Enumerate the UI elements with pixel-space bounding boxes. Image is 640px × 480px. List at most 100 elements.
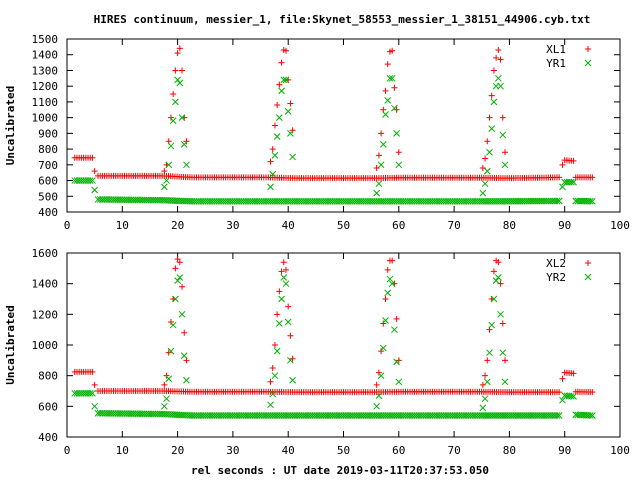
x-axis-label: rel seconds : UT date 2019-03-11T20:37:5… xyxy=(191,464,489,477)
y-tick-label: 1000 xyxy=(32,339,59,352)
data-point xyxy=(570,157,577,164)
data-point xyxy=(482,372,489,379)
chart-title: HIRES continuum, messier_1, file:Skynet_… xyxy=(94,13,591,26)
data-point xyxy=(176,259,183,266)
data-point xyxy=(284,318,292,326)
data-point xyxy=(183,376,190,384)
x-tick-label: 90 xyxy=(558,444,571,457)
plot-frame xyxy=(66,252,621,438)
data-point xyxy=(275,114,283,121)
data-point xyxy=(282,76,290,84)
data-point xyxy=(479,164,486,171)
data-point xyxy=(267,401,274,409)
data-point xyxy=(373,381,380,388)
data-point xyxy=(382,87,389,94)
data-point xyxy=(172,67,179,74)
data-point xyxy=(180,352,188,360)
data-point xyxy=(267,183,274,191)
data-point xyxy=(555,412,563,419)
data-point xyxy=(388,280,396,288)
data-point xyxy=(172,265,179,272)
data-point xyxy=(267,378,274,385)
data-point xyxy=(589,389,596,396)
x-tick-label: 0 xyxy=(64,219,71,232)
data-point xyxy=(499,131,507,139)
x-tick-label: 0 xyxy=(64,444,71,457)
data-point xyxy=(282,280,290,288)
data-point xyxy=(488,125,496,132)
data-point xyxy=(384,289,392,297)
data-point xyxy=(274,102,281,109)
data-point xyxy=(373,189,381,197)
data-point xyxy=(382,317,389,324)
data-point xyxy=(178,114,186,121)
data-point xyxy=(493,54,500,61)
data-point xyxy=(484,357,491,364)
data-point xyxy=(167,114,174,121)
data-point xyxy=(384,61,391,68)
series-yr1 xyxy=(71,74,596,205)
data-point xyxy=(86,177,94,184)
data-point xyxy=(280,259,287,266)
data-point xyxy=(380,320,387,327)
y-axis-label: Uncalibrated xyxy=(4,305,17,384)
data-point xyxy=(284,107,292,115)
y-tick-label: 600 xyxy=(38,400,58,413)
data-point xyxy=(488,92,495,99)
y-tick-label: 1200 xyxy=(32,80,59,93)
x-tick-label: 20 xyxy=(171,444,184,457)
data-point xyxy=(271,122,278,129)
data-point xyxy=(377,372,385,380)
data-point xyxy=(278,59,285,66)
x-tick-label: 40 xyxy=(282,444,295,457)
data-point xyxy=(488,321,496,329)
data-point xyxy=(490,295,498,303)
data-point xyxy=(391,84,398,91)
legend-label: XL2 xyxy=(546,257,566,270)
data-point xyxy=(278,268,285,275)
data-point xyxy=(497,56,504,63)
data-point xyxy=(479,381,486,388)
panel-2: 400 600 800 1000 1200 1400 1600 0 10 20 30 40 50 60 70… xyxy=(4,247,630,457)
data-point xyxy=(161,168,168,175)
y-tick-label: 400 xyxy=(38,431,58,444)
data-point xyxy=(556,389,563,396)
data-point xyxy=(389,257,396,264)
legend-label: YR2 xyxy=(546,271,566,284)
data-point xyxy=(89,154,96,161)
data-point xyxy=(555,197,563,205)
series-xl2 xyxy=(71,256,596,396)
data-point xyxy=(567,392,575,400)
data-point xyxy=(483,167,491,175)
data-point xyxy=(165,161,173,169)
data-point xyxy=(176,79,184,87)
data-point xyxy=(91,402,99,410)
data-point xyxy=(179,67,186,74)
data-point xyxy=(91,186,99,194)
data-point xyxy=(384,96,392,104)
x-tick-label: 50 xyxy=(337,219,350,232)
data-point xyxy=(556,174,563,181)
data-point xyxy=(386,275,394,283)
data-point xyxy=(586,412,594,419)
x-tick-label: 30 xyxy=(226,444,239,457)
data-point xyxy=(479,404,487,412)
data-point xyxy=(160,402,168,410)
data-point xyxy=(169,321,177,329)
data-point xyxy=(589,174,596,181)
y-tick-label: 1000 xyxy=(32,112,59,125)
data-point xyxy=(393,358,400,366)
x-tick-label: 70 xyxy=(447,444,460,457)
data-point xyxy=(481,395,489,403)
data-point xyxy=(273,133,281,140)
data-point xyxy=(160,183,168,191)
data-point xyxy=(499,349,507,357)
y-tick-label: 500 xyxy=(38,190,58,203)
data-point xyxy=(382,296,389,302)
data-point xyxy=(490,67,497,74)
data-point xyxy=(384,266,391,273)
data-point xyxy=(492,277,500,284)
data-point xyxy=(278,295,285,303)
data-point xyxy=(289,127,296,134)
